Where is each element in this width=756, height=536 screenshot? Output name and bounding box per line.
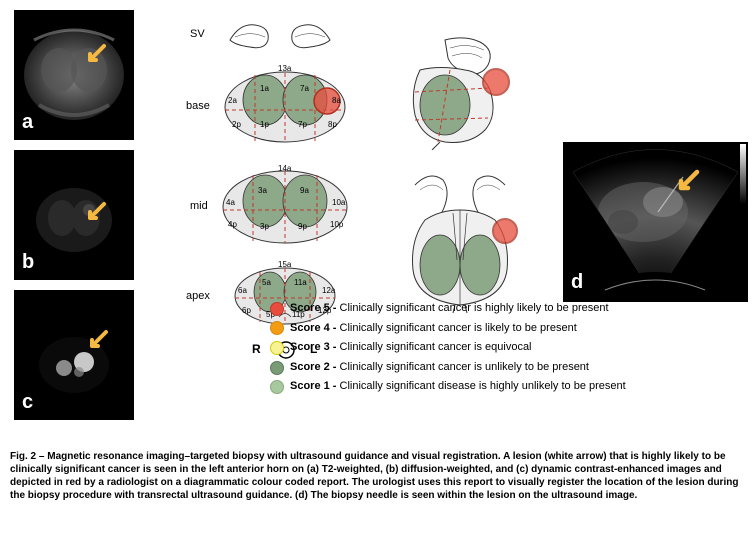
mri-panel-c: c	[14, 290, 134, 420]
zone-9p: 9p	[298, 222, 307, 231]
side-r: R	[252, 342, 261, 356]
grayscale-bar	[740, 144, 746, 204]
zone-7p: 7p	[298, 120, 307, 129]
level-base: base	[186, 100, 210, 112]
lesion-sagittal	[482, 68, 510, 96]
zone-3a: 3a	[258, 186, 267, 195]
panel-label-a: a	[22, 111, 33, 134]
panel-label-c: c	[22, 391, 33, 414]
legend-text: Score 2 - Clinically significant cancer …	[290, 359, 589, 377]
ultrasound-panel-d: d	[563, 142, 748, 302]
zone-1a: 1a	[260, 84, 269, 93]
mri-panel-b: b	[14, 150, 134, 280]
zone-8p: 8p	[328, 120, 337, 129]
sv-diagram	[220, 15, 340, 55]
score-legend: Score 5 - Clinically significant cancer …	[270, 300, 626, 398]
lesion-arrow-a	[82, 42, 110, 70]
legend-swatch	[270, 361, 284, 375]
zone-7a: 7a	[300, 84, 309, 93]
lesion-coronal	[492, 218, 518, 244]
panel-label-b: b	[22, 251, 34, 274]
zone-12a: 12a	[322, 286, 335, 295]
level-apex: apex	[186, 290, 210, 302]
zone-1p: 1p	[260, 120, 269, 129]
figure-caption: Fig. 2 – Magnetic resonance imaging–targ…	[10, 450, 746, 502]
level-mid: mid	[190, 200, 208, 212]
zone-10p: 10p	[330, 220, 343, 229]
legend-text: Score 3 - Clinically significant cancer …	[290, 339, 532, 357]
mri-panel-a: a	[14, 10, 134, 140]
legend-row: Score 1 - Clinically significant disease…	[270, 378, 626, 396]
zone-9a: 9a	[300, 186, 309, 195]
figure-number: Fig. 2	[10, 451, 36, 462]
legend-text: Score 5 - Clinically significant cancer …	[290, 300, 609, 318]
zone-2a: 2a	[228, 96, 237, 105]
lesion-arrow-b	[82, 200, 110, 228]
zone-6a: 6a	[238, 286, 247, 295]
zone-6p: 6p	[242, 306, 251, 315]
legend-swatch	[270, 341, 284, 355]
legend-row: Score 4 - Clinically significant cancer …	[270, 320, 626, 338]
legend-text: Score 4 - Clinically significant cancer …	[290, 320, 577, 338]
legend-row: Score 3 - Clinically significant cancer …	[270, 339, 626, 357]
zone-14a: 14a	[278, 164, 291, 173]
lesion-arrow-d	[673, 168, 703, 198]
zone-5a: 5a	[262, 278, 271, 287]
zone-2p: 2p	[232, 120, 241, 129]
zone-11a: 11a	[294, 278, 307, 287]
legend-swatch	[270, 321, 284, 335]
legend-swatch	[270, 380, 284, 394]
level-sv: SV	[190, 28, 205, 40]
zone-8a: 8a	[332, 96, 341, 105]
base-cross-section	[215, 65, 355, 145]
legend-row: Score 5 - Clinically significant cancer …	[270, 300, 626, 318]
zone-15a: 15a	[278, 260, 291, 269]
legend-text: Score 1 - Clinically significant disease…	[290, 378, 626, 396]
zone-4p: 4p	[228, 220, 237, 229]
legend-row: Score 2 - Clinically significant cancer …	[270, 359, 626, 377]
caption-text: Magnetic resonance imaging–targeted biop…	[10, 451, 738, 501]
zone-3p: 3p	[260, 222, 269, 231]
zone-13a: 13a	[278, 64, 291, 73]
lesion-arrow-c	[84, 328, 112, 356]
zone-10a: 10a	[332, 198, 345, 207]
legend-swatch	[270, 302, 284, 316]
zone-4a: 4a	[226, 198, 235, 207]
panel-label-d: d	[571, 271, 583, 294]
